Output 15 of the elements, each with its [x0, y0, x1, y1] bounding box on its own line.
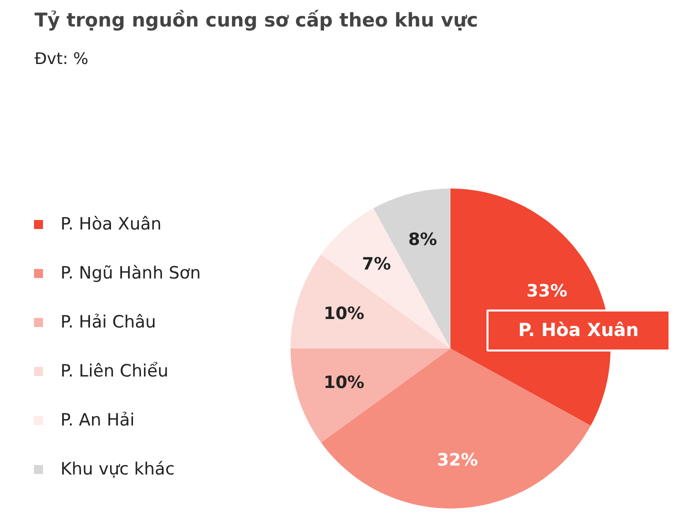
legend-label: P. Hải Châu: [60, 312, 156, 332]
legend-label: P. Hòa Xuân: [60, 214, 162, 234]
legend-label: P. An Hải: [60, 410, 135, 430]
chart-title: Tỷ trọng nguồn cung sơ cấp theo khu vực: [34, 10, 478, 32]
data-label: 8%: [408, 230, 438, 250]
legend-label: Khu vực khác: [60, 460, 175, 480]
text: P. Hòa Xuân: [518, 320, 639, 341]
data-label: 33%: [526, 281, 568, 302]
data-label: 10%: [324, 373, 364, 394]
legend-label: P. Ngũ Hành Sơn: [60, 264, 201, 284]
data-label: 7%: [362, 254, 391, 274]
chart-subtitle: Đvt: %: [34, 49, 88, 68]
legend-label: P. Liên Chiểu: [60, 362, 168, 382]
data-label: 10%: [324, 304, 364, 324]
data-label: 32%: [437, 450, 478, 470]
